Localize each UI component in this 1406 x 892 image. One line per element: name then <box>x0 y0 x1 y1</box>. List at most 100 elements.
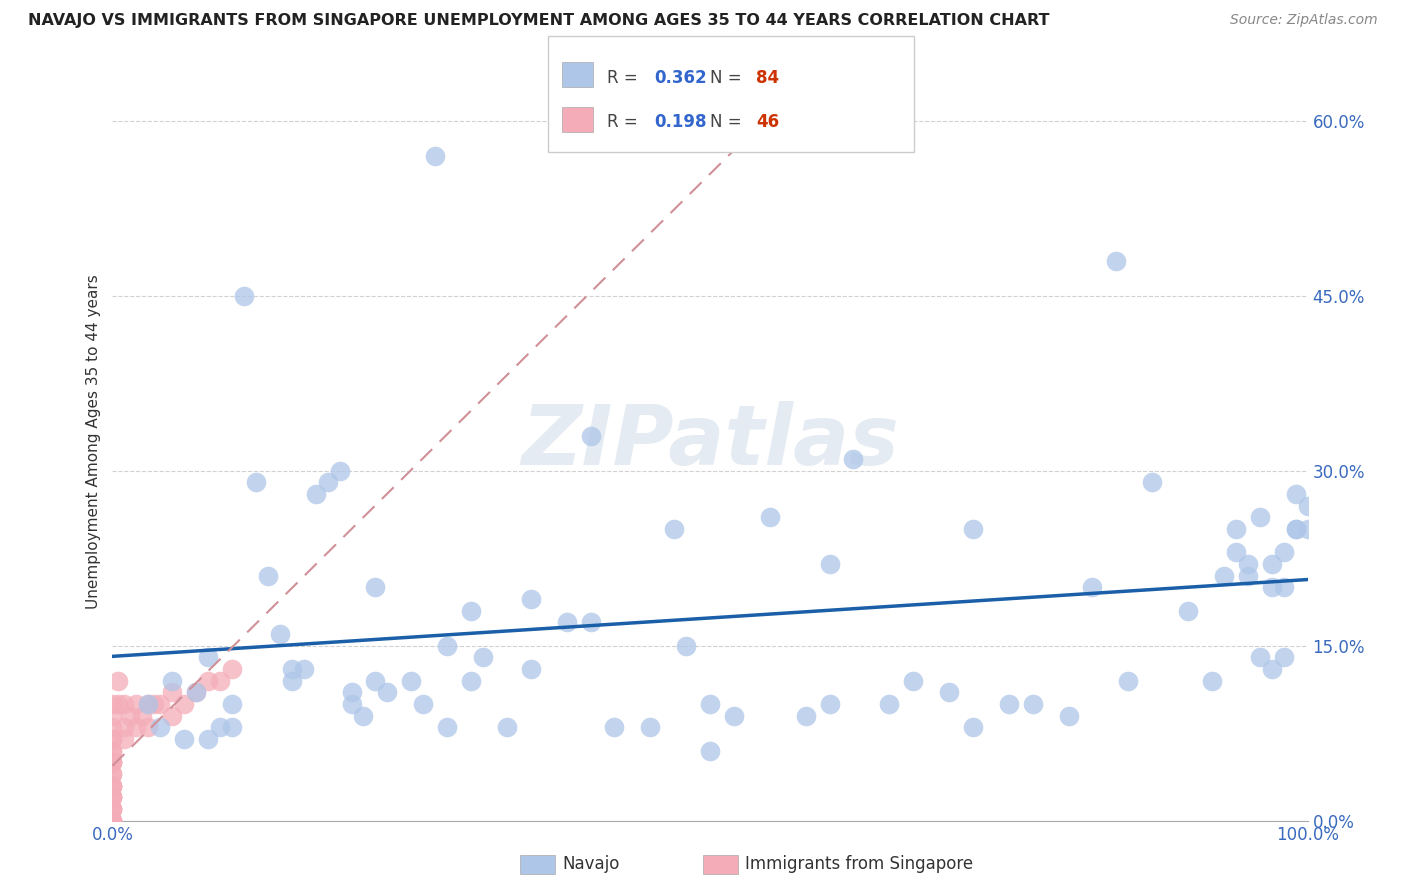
Point <box>1022 697 1045 711</box>
Point <box>1249 510 1271 524</box>
Text: Immigrants from Singapore: Immigrants from Singapore <box>745 855 973 873</box>
Point <box>101 790 124 805</box>
Point <box>1177 604 1199 618</box>
Point <box>245 475 267 490</box>
Point <box>120 708 142 723</box>
Point <box>1237 568 1260 582</box>
Point <box>436 720 458 734</box>
Point <box>209 720 232 734</box>
Point <box>101 814 124 828</box>
Text: Navajo: Navajo <box>562 855 620 873</box>
Point <box>221 662 243 676</box>
Point <box>1272 580 1295 594</box>
Point <box>173 697 195 711</box>
Point <box>209 673 232 688</box>
Point <box>114 697 135 711</box>
Point <box>316 475 339 490</box>
Point <box>903 673 925 688</box>
Point <box>101 756 124 770</box>
Point <box>186 685 208 699</box>
Point <box>101 708 124 723</box>
Point <box>101 814 124 828</box>
Point <box>138 697 160 711</box>
Point <box>114 720 135 734</box>
Point <box>1225 545 1247 559</box>
Point <box>107 673 129 688</box>
Point <box>101 802 124 816</box>
Point <box>1285 522 1308 536</box>
Point <box>101 779 124 793</box>
Point <box>472 650 495 665</box>
Point <box>520 662 543 676</box>
Point <box>281 662 304 676</box>
Point <box>162 673 183 688</box>
Point <box>1081 580 1104 594</box>
Point <box>794 708 817 723</box>
Point <box>138 697 160 711</box>
Point <box>233 289 256 303</box>
Point <box>101 756 124 770</box>
Point <box>1142 475 1164 490</box>
Point <box>460 604 482 618</box>
Point <box>281 673 304 688</box>
Point <box>101 731 124 746</box>
Point <box>340 697 363 711</box>
Point <box>1118 673 1140 688</box>
Point <box>1057 708 1080 723</box>
Point <box>101 720 124 734</box>
Point <box>675 639 697 653</box>
Point <box>149 720 172 734</box>
Point <box>101 802 124 816</box>
Point <box>520 592 543 607</box>
Point <box>998 697 1021 711</box>
Point <box>101 814 124 828</box>
Point <box>699 697 721 711</box>
Point <box>221 720 243 734</box>
Point <box>436 639 458 653</box>
Point <box>1285 487 1308 501</box>
Point <box>842 452 865 467</box>
Point <box>101 779 124 793</box>
Point <box>101 744 124 758</box>
Point <box>579 428 602 442</box>
Point <box>1272 545 1295 559</box>
Point <box>364 673 387 688</box>
Point <box>640 720 662 734</box>
Point <box>1105 253 1128 268</box>
Point <box>1261 662 1284 676</box>
Point <box>101 767 124 781</box>
Point <box>125 697 148 711</box>
Point <box>186 685 208 699</box>
Point <box>101 790 124 805</box>
Point <box>197 673 219 688</box>
Point <box>1249 650 1271 665</box>
Text: 46: 46 <box>756 113 779 131</box>
Text: 84: 84 <box>756 69 779 87</box>
Point <box>162 685 183 699</box>
Point <box>114 731 135 746</box>
Point <box>579 615 602 630</box>
Point <box>1261 580 1284 594</box>
Point <box>1296 499 1319 513</box>
Point <box>292 662 315 676</box>
Point <box>352 708 374 723</box>
Point <box>149 697 172 711</box>
Point <box>555 615 578 630</box>
Point <box>699 744 721 758</box>
Point <box>101 767 124 781</box>
Text: R =: R = <box>607 113 644 131</box>
Point <box>101 814 124 828</box>
Point <box>1261 557 1284 571</box>
Point <box>1285 522 1308 536</box>
Text: Source: ZipAtlas.com: Source: ZipAtlas.com <box>1230 13 1378 28</box>
Point <box>879 697 901 711</box>
Point <box>1296 522 1319 536</box>
Point <box>269 627 291 641</box>
Point <box>962 522 984 536</box>
Point <box>401 673 423 688</box>
Point <box>221 697 243 711</box>
Point <box>101 731 124 746</box>
Point <box>101 756 124 770</box>
Point <box>377 685 399 699</box>
Text: N =: N = <box>710 113 747 131</box>
